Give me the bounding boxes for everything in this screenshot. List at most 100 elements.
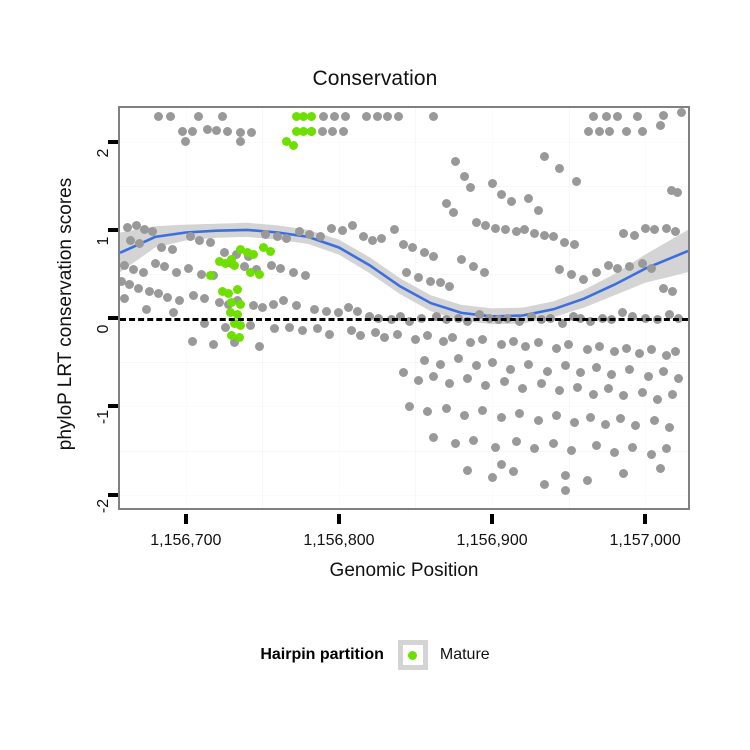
data-point	[429, 371, 439, 381]
data-point	[411, 334, 420, 344]
data-point	[273, 232, 283, 242]
data-point	[346, 326, 356, 335]
data-point	[444, 281, 454, 291]
data-point	[463, 317, 472, 327]
data-point	[218, 112, 228, 122]
data-point	[227, 255, 237, 265]
data-point	[245, 320, 255, 330]
data-point	[276, 264, 286, 274]
y-tick-label: 0	[95, 324, 112, 334]
data-point	[512, 437, 521, 447]
plot-area	[120, 108, 688, 508]
data-point	[221, 258, 231, 268]
data-point	[215, 257, 224, 267]
data-point	[668, 287, 678, 297]
data-point	[317, 127, 327, 137]
data-point	[463, 373, 472, 383]
data-point	[282, 137, 292, 147]
data-point	[674, 373, 684, 383]
data-point	[571, 176, 581, 186]
data-point	[178, 126, 188, 136]
data-point	[230, 319, 240, 328]
data-point	[605, 126, 615, 136]
data-point	[291, 301, 301, 311]
data-point	[189, 290, 198, 300]
page-title: Conservation	[312, 67, 438, 90]
data-point	[394, 112, 404, 122]
data-point	[371, 327, 381, 337]
data-point	[539, 230, 549, 240]
data-point	[339, 127, 348, 137]
data-point	[225, 308, 235, 318]
data-point	[259, 243, 269, 252]
data-point	[167, 244, 177, 254]
data-point	[270, 324, 280, 334]
data-point	[582, 345, 592, 355]
data-point	[140, 225, 149, 235]
y-tick-mark	[108, 227, 118, 232]
y-tick-label: 1	[95, 236, 112, 246]
data-point	[260, 229, 270, 239]
data-point	[481, 220, 491, 230]
data-point	[619, 391, 629, 401]
data-point	[616, 414, 626, 424]
data-point	[222, 127, 232, 137]
data-point	[414, 375, 423, 385]
data-point	[662, 223, 672, 233]
data-point	[279, 296, 289, 305]
data-point	[196, 269, 206, 279]
data-point	[224, 288, 234, 298]
data-point	[665, 423, 675, 433]
data-point	[496, 190, 506, 199]
data-point	[254, 269, 264, 279]
data-point	[401, 267, 411, 277]
data-point	[362, 112, 371, 122]
data-point	[126, 236, 136, 245]
data-point	[478, 334, 488, 344]
data-point	[659, 110, 668, 120]
gridline-x	[645, 108, 647, 508]
data-point	[306, 112, 316, 122]
data-point	[205, 271, 215, 281]
data-point	[187, 336, 197, 346]
data-point	[649, 416, 659, 426]
data-point	[236, 244, 246, 254]
data-point	[193, 112, 203, 122]
data-point	[202, 124, 212, 134]
data-point	[521, 341, 531, 351]
data-point	[423, 331, 433, 341]
data-point	[501, 225, 511, 235]
data-point	[236, 137, 246, 147]
data-point	[429, 251, 439, 261]
data-point	[588, 112, 598, 122]
data-point	[628, 311, 638, 321]
data-point	[479, 267, 489, 277]
data-point	[568, 311, 578, 321]
data-point	[372, 112, 382, 122]
data-point	[582, 476, 592, 486]
data-point	[487, 472, 497, 482]
data-point	[343, 303, 353, 313]
data-point	[175, 296, 185, 305]
data-point	[429, 432, 439, 442]
data-point	[633, 112, 642, 122]
data-point	[444, 379, 454, 388]
gridline-x-minor	[415, 108, 417, 508]
gridline-y	[120, 494, 688, 496]
y-axis-title: phyloP LRT conservation scores	[55, 177, 76, 451]
gridline-x	[492, 108, 494, 508]
gridline-y	[120, 406, 688, 408]
data-point	[591, 363, 601, 373]
data-point	[637, 387, 647, 397]
data-point	[533, 205, 543, 215]
gridline-x	[185, 108, 187, 508]
legend-key-mature[interactable]	[397, 640, 428, 670]
data-point	[184, 264, 194, 274]
data-point	[496, 460, 506, 470]
data-point	[548, 232, 558, 242]
data-point	[619, 469, 629, 479]
data-point	[515, 409, 525, 418]
data-point	[337, 226, 347, 236]
data-point	[463, 465, 472, 475]
